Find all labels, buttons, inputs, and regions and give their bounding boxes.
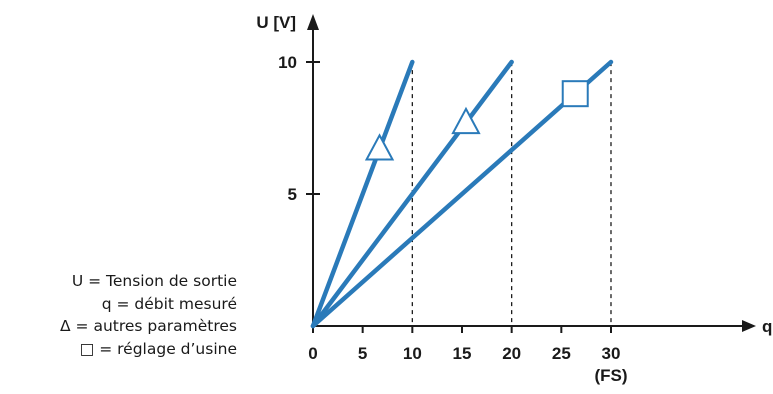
- series-lines: [310, 59, 614, 329]
- x-tick-label: 10: [403, 344, 422, 363]
- y-axis-label: U [V]: [256, 13, 296, 32]
- x-tick-label: 20: [502, 344, 521, 363]
- legend-item-square: □ = réglage d’usine: [79, 339, 237, 358]
- y-axis-arrowhead: [307, 14, 319, 30]
- x-tick-label: 5: [358, 344, 367, 363]
- square-marker: [561, 80, 589, 108]
- x-axis-arrowhead: [742, 320, 756, 332]
- triangle-marker: [364, 133, 395, 161]
- series-line-3: [310, 59, 614, 329]
- legend: U = Tension de sortie q = débit mesuré Δ…: [60, 270, 237, 360]
- axis-ticks: 0 5 10 15 20 25 30 (FS) 5 10: [278, 53, 627, 385]
- triangle-marker: [451, 106, 481, 135]
- x-tick-label: 25: [552, 344, 571, 363]
- x-axis-label: q [l/min]: [762, 317, 773, 336]
- x-tick-label: 30: [602, 344, 621, 363]
- y-tick-label: 5: [288, 185, 297, 204]
- legend-item-u: U = Tension de sortie: [71, 272, 237, 290]
- x-tick-sublabel: (FS): [594, 366, 627, 385]
- series-markers: [364, 80, 589, 161]
- x-tick-label: 0: [308, 344, 317, 363]
- legend-item-q: q = débit mesuré: [101, 294, 237, 313]
- chart-axes: U [V] q [l/min]: [256, 13, 773, 336]
- y-tick-label: 10: [278, 53, 297, 72]
- x-tick-label: 15: [453, 344, 472, 363]
- series-line-2: [310, 59, 514, 329]
- series-line-1: [310, 59, 415, 329]
- legend-item-delta: Δ = autres paramètres: [60, 317, 237, 335]
